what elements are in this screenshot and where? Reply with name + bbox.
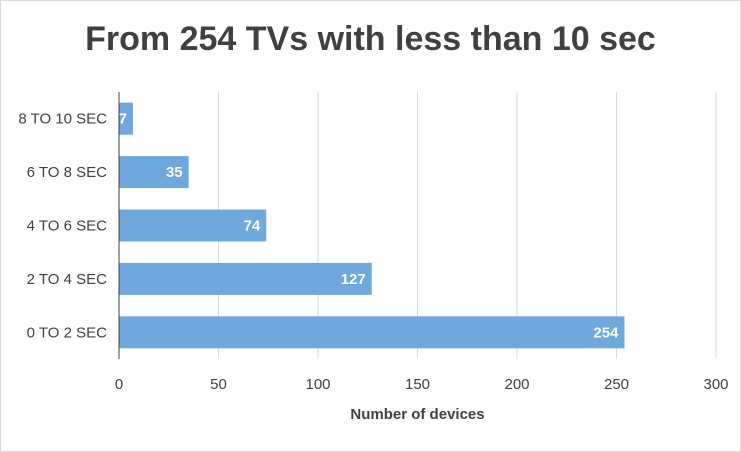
x-tick-label: 200 <box>504 376 529 393</box>
bar <box>119 262 372 295</box>
category-label: 6 TO 8 SEC <box>27 164 107 181</box>
bars <box>119 102 625 349</box>
x-tick-label: 250 <box>604 376 629 393</box>
x-tick-label: 0 <box>115 376 123 393</box>
gridlines <box>218 92 717 359</box>
category-label: 0 TO 2 SEC <box>27 324 107 341</box>
bar <box>119 156 189 189</box>
x-tick-label: 50 <box>210 376 227 393</box>
category-labels: 0 TO 2 SEC 2 TO 4 SEC 4 TO 6 SEC 6 TO 8 SEC… <box>18 111 107 342</box>
x-tick-label: 100 <box>305 376 330 393</box>
bar <box>119 102 133 135</box>
bar <box>119 209 267 242</box>
category-label: 4 TO 6 SEC <box>27 218 107 235</box>
bar-data-label: 127 <box>341 271 366 288</box>
bar-data-label: 7 <box>119 111 127 128</box>
x-axis-title: Number of devices <box>350 406 484 423</box>
category-label: 2 TO 4 SEC <box>27 271 107 288</box>
bar-data-label: 35 <box>166 164 183 181</box>
x-tick-label: 300 <box>703 376 728 393</box>
bar <box>119 316 625 349</box>
category-label: 8 TO 10 SEC <box>18 111 107 128</box>
x-tick-label: 150 <box>405 376 430 393</box>
bar-data-label: 254 <box>593 324 619 341</box>
data-labels: 254 127 74 35 7 <box>119 111 620 342</box>
chart-title: From 254 TVs with less than 10 sec <box>85 20 656 58</box>
bar-data-label: 74 <box>244 218 261 235</box>
x-tick-labels: 0 50 100 150 200 250 300 <box>115 376 729 393</box>
